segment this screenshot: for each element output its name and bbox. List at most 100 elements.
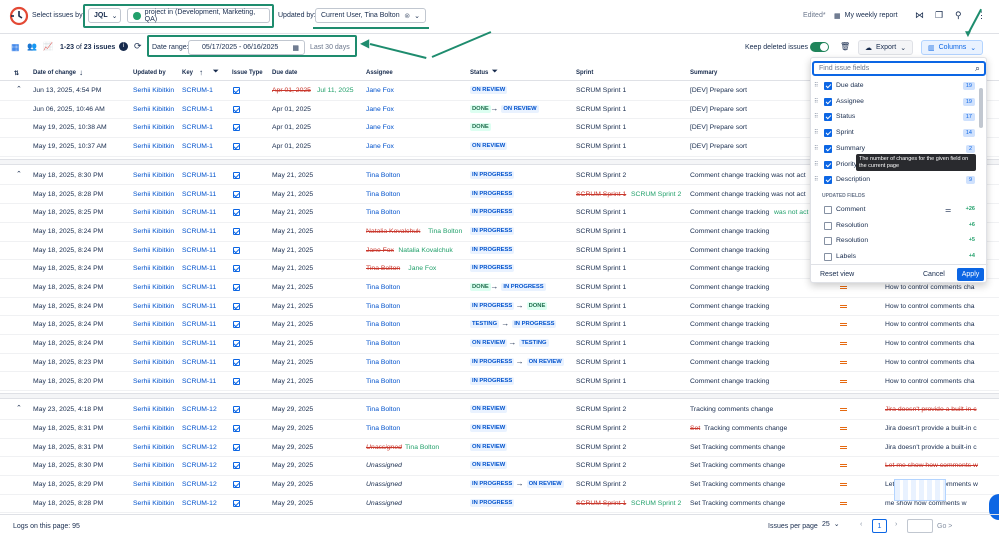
chart-icon[interactable]: 📈 (43, 42, 53, 51)
checkbox-checked[interactable] (824, 144, 832, 153)
table-row[interactable]: May 18, 2025, 8:24 PM Serhii Kibitkin SCRU… (0, 298, 999, 317)
panel-scrollbar[interactable] (979, 88, 983, 128)
assignee-new[interactable]: Tina Bolton (405, 443, 440, 451)
export-button[interactable]: ☁ Export ⌄ (858, 40, 914, 55)
field-search-input[interactable]: Find issue fields ⌕ (812, 61, 986, 76)
header-sprint[interactable]: Sprint (576, 70, 594, 76)
updated-by-cell[interactable]: Serhii Kibitkin (133, 209, 175, 217)
table-row[interactable]: May 18, 2025, 8:24 PM Serhii Kibitkin SCRU… (0, 335, 999, 354)
checkbox-checked[interactable] (824, 129, 832, 138)
updated-by-cell[interactable]: Serhii Kibitkin (133, 358, 175, 366)
table-row[interactable]: May 18, 2025, 8:30 PM Serhii Kibitkin SCRU… (0, 457, 999, 476)
table-row[interactable]: May 18, 2025, 8:24 PM Serhii Kibitkin SCRU… (0, 316, 999, 336)
drag-handle-icon[interactable]: ⠿ (814, 114, 819, 121)
drag-handle-icon[interactable]: ⠿ (814, 177, 819, 184)
collapse-icon[interactable]: ⌃ (16, 405, 22, 413)
go-button[interactable]: Go > (937, 523, 953, 530)
assignee-cell[interactable]: Tina Bolton (366, 340, 401, 348)
table-row[interactable]: May 18, 2025, 8:24 PM Serhii Kibitkin SCRU… (0, 223, 999, 242)
checkbox-checked[interactable] (824, 160, 832, 169)
keep-deleted-toggle[interactable] (810, 42, 829, 52)
checkbox-checked[interactable] (824, 176, 832, 185)
table-row[interactable]: May 18, 2025, 8:24 PM Serhii Kibitkin SCRU… (0, 260, 999, 279)
issue-key[interactable]: SCRUM-12 (182, 406, 217, 414)
drag-handle-icon[interactable]: ⠿ (814, 161, 819, 168)
table-row[interactable]: May 18, 2025, 8:24 PM Serhii Kibitkin SCRU… (0, 279, 999, 298)
table-view-icon[interactable]: ▦ (11, 42, 20, 52)
column-option[interactable]: ⠿ Description 9 (811, 173, 979, 188)
updated-by-cell[interactable]: Serhii Kibitkin (133, 124, 175, 132)
checkbox-checked[interactable] (824, 82, 832, 90)
issue-key[interactable]: SCRUM-11 (182, 209, 217, 217)
updated-by-cell[interactable]: Serhii Kibitkin (133, 284, 175, 291)
assignee-cell[interactable]: Tina Bolton (366, 284, 401, 291)
sort-icon[interactable]: ⇅ (14, 71, 20, 77)
table-row[interactable]: Jun 06, 2025, 10:46 AM Serhii Kibitkin SCR… (0, 101, 999, 120)
table-row[interactable]: May 18, 2025, 8:29 PM Serhii Kibitkin SCRU… (0, 476, 999, 495)
share-icon[interactable]: ⋈ (915, 10, 924, 20)
issue-key[interactable]: SCRUM-1 (182, 105, 213, 113)
page-current[interactable]: 1 (872, 519, 887, 533)
sort-up-icon[interactable]: ↑ (199, 68, 203, 77)
checkbox-checked[interactable] (824, 113, 832, 122)
updated-by-select[interactable]: Current User, Tina Bolton ⊗ ⌄ (315, 8, 426, 23)
updated-by-cell[interactable]: Serhii Kibitkin (133, 340, 175, 348)
table-row[interactable]: May 19, 2025, 10:38 AM Serhii Kibitkin SCR… (0, 119, 999, 139)
issue-key[interactable]: SCRUM-11 (182, 265, 217, 273)
per-page-select[interactable]: 25 ⌄ (822, 520, 840, 529)
assignee-cell[interactable]: Tina Bolton (366, 302, 401, 310)
column-option[interactable]: ⠿ Due date 19 (811, 79, 979, 94)
column-option[interactable]: ⠿ Summary 2 (811, 142, 979, 157)
trash-icon[interactable]: 🗑 (840, 42, 851, 51)
updated-by-cell[interactable]: Serhii Kibitkin (133, 171, 175, 179)
checkbox-unchecked[interactable] (824, 206, 832, 214)
column-option[interactable]: ⠿ Priority (811, 158, 979, 173)
users-icon[interactable]: 👥 (27, 42, 37, 51)
assignee-cell[interactable]: Tina Bolton (366, 209, 401, 217)
columns-button[interactable]: ▥ Columns ⌄ (921, 40, 984, 55)
issue-key[interactable]: SCRUM-11 (182, 340, 217, 348)
assignee-cell[interactable]: Tina Bolton (366, 358, 401, 366)
header-status[interactable]: Status (470, 70, 489, 76)
table-row[interactable]: May 18, 2025, 8:28 PM Serhii Kibitkin SCRU… (0, 495, 999, 514)
updated-by-cell[interactable]: Serhii Kibitkin (133, 321, 175, 329)
settings-icon[interactable]: ⚌ (945, 207, 952, 214)
page-input[interactable] (907, 519, 933, 533)
updated-by-cell[interactable]: Serhii Kibitkin (133, 462, 175, 470)
next-page-icon[interactable]: › (895, 521, 898, 528)
assignee-new[interactable]: Natalia Kovalchuk (398, 246, 453, 254)
issue-key[interactable]: SCRUM-12 (182, 424, 217, 432)
checkbox-unchecked[interactable] (824, 253, 832, 262)
weekly-report-button[interactable]: ▦ My weekly report (834, 8, 898, 23)
filter-icon[interactable]: ⏷ (213, 68, 219, 75)
issue-key[interactable]: SCRUM-12 (182, 499, 217, 507)
issue-key[interactable]: SCRUM-12 (182, 462, 217, 470)
updated-by-cell[interactable]: Serhii Kibitkin (133, 87, 175, 94)
apply-button[interactable]: Apply (957, 268, 984, 281)
clear-icon[interactable]: ⊗ (404, 12, 411, 20)
updated-by-cell[interactable]: Serhii Kibitkin (133, 424, 175, 432)
updated-by-cell[interactable]: Serhii Kibitkin (133, 443, 175, 451)
updated-by-cell[interactable]: Serhii Kibitkin (133, 377, 175, 385)
header-key[interactable]: Key (182, 70, 194, 76)
column-option[interactable]: ⠿ Sprint 14 (811, 126, 979, 141)
refresh-icon[interactable]: ⟳ (134, 41, 142, 51)
more-icon[interactable]: ⋮ (977, 10, 986, 20)
jql-select[interactable]: JQL ⌄ (88, 8, 121, 23)
date-range-input[interactable]: 05/17/2025 - 06/16/2025 ▦ (188, 40, 305, 55)
assignee-cell[interactable]: Tina Bolton (366, 190, 401, 198)
issue-key[interactable]: SCRUM-11 (182, 358, 217, 366)
updated-field-option[interactable]: Labels +4 (811, 250, 979, 265)
copy-icon[interactable]: ❐ (935, 10, 944, 20)
issue-key[interactable]: SCRUM-11 (182, 227, 217, 235)
assignee-cell[interactable]: Tina Bolton (366, 377, 401, 385)
checkbox-checked[interactable] (824, 97, 832, 106)
issue-key[interactable]: SCRUM-1 (182, 143, 213, 151)
updated-field-option[interactable]: Comment +26 (811, 203, 979, 218)
sort-down-icon[interactable]: ↓ (79, 68, 83, 77)
drag-handle-icon[interactable]: ⠿ (814, 98, 819, 105)
assignee-cell[interactable]: Tina Bolton (366, 171, 401, 179)
updated-by-cell[interactable]: Serhii Kibitkin (133, 190, 175, 198)
updated-by-cell[interactable]: Serhii Kibitkin (133, 302, 175, 310)
issue-key[interactable]: SCRUM-12 (182, 443, 217, 451)
